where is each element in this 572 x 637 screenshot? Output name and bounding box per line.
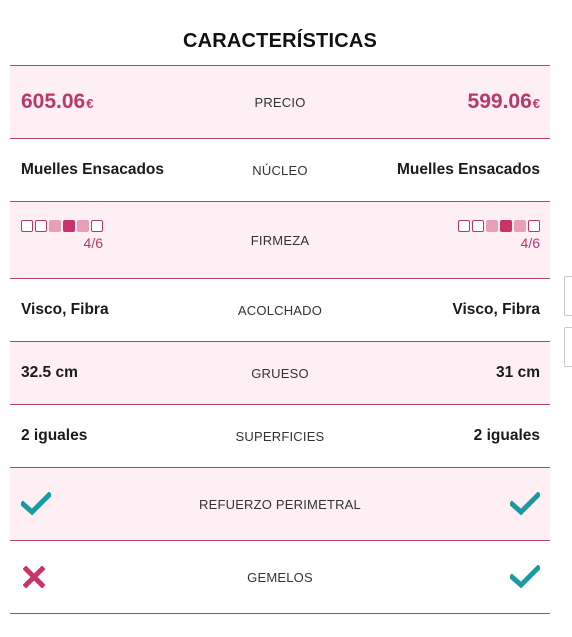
firmness-right-text: 4/6 [520, 235, 540, 251]
row-label: GEMELOS [247, 569, 313, 585]
page-title: CARACTERÍSTICAS [182, 30, 378, 52]
row-acolchado: Visco, Fibra ACOLCHADO Visco, Fibra [10, 279, 550, 342]
gemelos-right [510, 541, 540, 613]
price-left-currency: € [86, 96, 94, 111]
check-icon [510, 565, 540, 589]
firmness-square [35, 220, 47, 232]
side-tab-button[interactable] [564, 327, 572, 367]
firmness-right: 4/6 [458, 220, 540, 251]
firmness-scale-left [21, 220, 103, 232]
firmness-square [528, 220, 540, 232]
row-label: REFUERZO PERIMETRAL [199, 496, 361, 512]
price-right-value: 599.06 [467, 90, 532, 113]
features-table: 605.06€ PRECIO 599.06€ Muelles Ensacados… [10, 65, 550, 614]
firmness-square [49, 220, 61, 232]
firmness-square [514, 220, 526, 232]
gemelos-left [21, 541, 45, 613]
row-grueso: 32.5 cm GRUESO 31 cm [10, 342, 550, 405]
price-right-currency: € [532, 96, 540, 111]
firmness-square [21, 220, 33, 232]
nucleo-right: Muelles Ensacados [396, 161, 540, 178]
grueso-left: 32.5 cm [21, 364, 78, 381]
grueso-right: 31 cm [496, 364, 540, 381]
firmness-square [77, 220, 89, 232]
superficies-left: 2 iguales [21, 427, 88, 444]
row-firmeza: 4/6 FIRMEZA 4/6 [10, 202, 550, 279]
row-label: GRUESO [251, 365, 309, 381]
check-icon [510, 492, 540, 516]
row-precio: 605.06€ PRECIO 599.06€ [10, 66, 550, 139]
cross-icon [23, 566, 45, 588]
firmness-square [458, 220, 470, 232]
row-refuerzo-perimetral: REFUERZO PERIMETRAL [10, 468, 550, 541]
refuerzo-right [510, 468, 540, 540]
price-left-value: 605.06 [21, 90, 86, 113]
firmness-square [472, 220, 484, 232]
firmness-square [486, 220, 498, 232]
row-nucleo: Muelles Ensacados NÚCLEO Muelles Ensacad… [10, 139, 550, 202]
side-tab-button[interactable] [564, 276, 572, 316]
row-gemelos: GEMELOS [10, 541, 550, 614]
row-superficies: 2 iguales SUPERFICIES 2 iguales [10, 405, 550, 468]
acolchado-left: Visco, Fibra [21, 301, 109, 318]
row-label: SUPERFICIES [235, 428, 325, 444]
check-icon [21, 492, 51, 516]
firmness-square [63, 220, 75, 232]
superficies-right: 2 iguales [473, 427, 540, 444]
firmness-scale-right [458, 220, 540, 232]
acolchado-right: Visco, Fibra [452, 301, 540, 318]
firmness-square [500, 220, 512, 232]
nucleo-left: Muelles Ensacados [21, 161, 165, 178]
refuerzo-left [21, 468, 51, 540]
firmness-left: 4/6 [21, 220, 103, 251]
price-left: 605.06€ [21, 66, 93, 138]
firmness-left-text: 4/6 [83, 235, 103, 251]
price-right: 599.06€ [468, 66, 540, 138]
firmness-square [91, 220, 103, 232]
